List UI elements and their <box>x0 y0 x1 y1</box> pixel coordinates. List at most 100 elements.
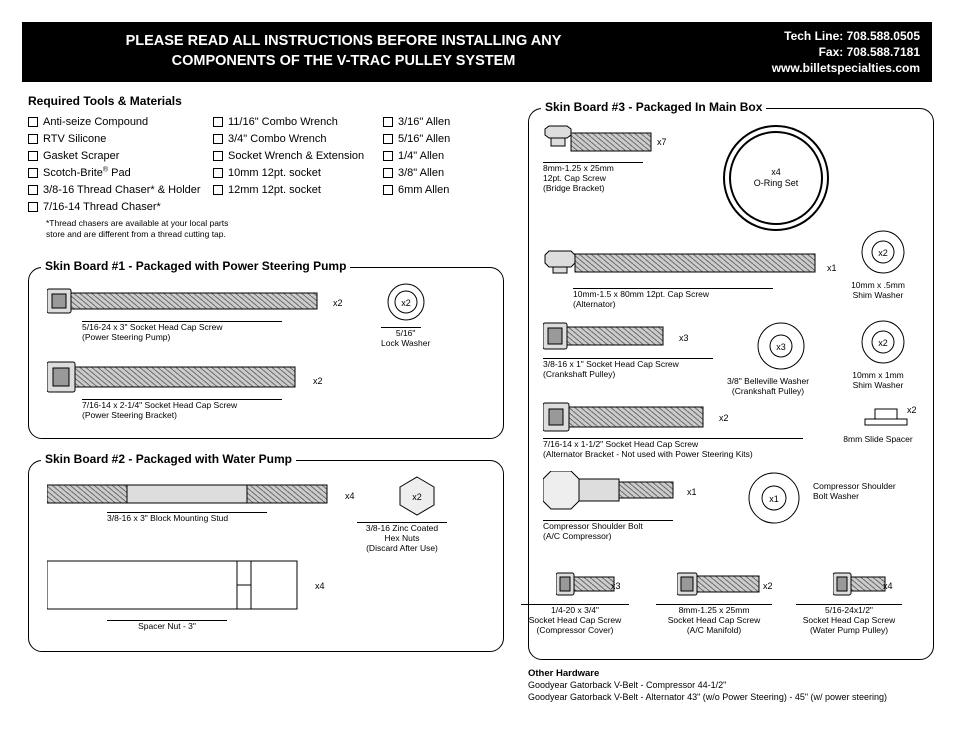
tool-label: 3/16" Allen <box>398 114 450 131</box>
sb3-p5-qty: x1 <box>687 487 697 497</box>
sb3-p3-l2: (Crankshaft Pulley) <box>543 369 615 379</box>
other-hardware: Other Hardware Goodyear Gatorback V-Belt… <box>528 668 887 704</box>
tools-col-1: Anti-seize Compound RTV Silicone Gasket … <box>28 114 213 240</box>
sb2-stud-qty: x4 <box>345 491 355 501</box>
sb3-shim1-l1: 10mm x .5mm <box>851 280 905 290</box>
sb2-stud-label: 3/8-16 x 3" Block Mounting Stud <box>107 513 337 523</box>
tool-item: 10mm 12pt. socket <box>213 165 383 182</box>
sb3-p1-qty: x7 <box>657 137 667 147</box>
other-line2: Goodyear Gatorback V-Belt - Alternator 4… <box>528 692 887 704</box>
sb3-p1-l3: (Bridge Bracket) <box>543 183 604 193</box>
sb3-p2-l1: 10mm-1.5 x 80mm 12pt. Cap Screw <box>573 289 709 299</box>
sb3-slide: x2 8mm Slide Spacer <box>853 405 918 444</box>
checkbox-icon <box>28 117 38 127</box>
tool-label: 11/16" Combo Wrench <box>228 114 338 131</box>
sb2-nut-l3: (Discard After Use) <box>366 543 438 553</box>
bolt-icon <box>47 286 327 316</box>
tool-label: 3/8" Allen <box>398 165 444 182</box>
sb3-bell-l2: (Crankshaft Pulley) <box>732 386 804 396</box>
sb3-p7-l1: 8mm-1.25 x 25mm <box>679 605 750 615</box>
tool-label: Scotch-Brite® Pad <box>43 165 131 182</box>
checkbox-icon <box>383 151 393 161</box>
washer-icon: x1 <box>747 471 801 525</box>
skinboard-1: Skin Board #1 - Packaged with Power Stee… <box>28 267 504 439</box>
spacer-icon <box>861 405 911 429</box>
checkbox-icon <box>28 185 38 195</box>
sb3-p7-qty: x2 <box>763 581 773 591</box>
sb1-part2-l1: 7/16-14 x 2-1/4" Socket Head Cap Screw <box>82 400 237 410</box>
page: PLEASE READ ALL INSTRUCTIONS BEFORE INST… <box>0 0 954 738</box>
tools-section: Required Tools & Materials Anti-seize Co… <box>28 94 498 240</box>
sb1-washer-qty-svg: x2 <box>401 298 411 308</box>
sb1-part1-l1: 5/16-24 x 3" Socket Head Cap Screw <box>82 322 223 332</box>
tool-item: 1/4" Allen <box>383 148 498 165</box>
fax: 708.588.7181 <box>847 45 920 59</box>
sb3-p7-l2: Socket Head Cap Screw <box>668 615 761 625</box>
header-bar: PLEASE READ ALL INSTRUCTIONS BEFORE INST… <box>22 22 932 82</box>
tools-columns: Anti-seize Compound RTV Silicone Gasket … <box>28 114 498 240</box>
sb3-cswasher-label: Compressor Shoulder Bolt Washer <box>813 481 913 501</box>
sb3-p8-l1: 5/16-24x1/2" <box>825 605 873 615</box>
svg-text:x1: x1 <box>769 494 779 504</box>
sb1-washer: x2 5/16" Lock Washer <box>381 282 430 348</box>
sb3-shim2-l1: 10mm x 1mm <box>852 370 903 380</box>
checkbox-icon <box>213 185 223 195</box>
svg-text:x2: x2 <box>412 492 422 502</box>
sb3-slide-qty: x2 <box>907 405 917 415</box>
sb3-p6-l1: 1/4-20 x 3/4" <box>551 605 599 615</box>
sb2-nut: x2 3/8-16 Zinc Coated Hex Nuts (Discard … <box>381 475 452 554</box>
sb3-p8: 5/16-24x1/2" Socket Head Cap Screw (Wate… <box>819 569 907 636</box>
sb3-p8-l2: Socket Head Cap Screw <box>803 615 896 625</box>
tool-label: 3/4" Combo Wrench <box>228 131 326 148</box>
sb1-part1: 5/16-24 x 3" Socket Head Cap Screw (Powe… <box>47 286 327 342</box>
sb3-cswasher-l1: Compressor Shoulder <box>813 481 896 491</box>
svg-text:O-Ring Set: O-Ring Set <box>754 178 799 188</box>
sb1-washer-l2: Lock Washer <box>381 338 430 348</box>
tool-label: 3/8-16 Thread Chaser* & Holder <box>43 182 201 199</box>
bolt-icon <box>47 360 307 394</box>
checkbox-icon <box>213 117 223 127</box>
sb3-shim1: x2 10mm x .5mm Shim Washer <box>855 229 911 300</box>
checkbox-icon <box>383 117 393 127</box>
checkbox-icon <box>213 134 223 144</box>
sb1-part2-l2: (Power Steering Bracket) <box>82 410 177 420</box>
checkbox-icon <box>213 151 223 161</box>
sb2-title: Skin Board #2 - Packaged with Water Pump <box>41 452 296 466</box>
sb3-p6-l2: Socket Head Cap Screw <box>529 615 622 625</box>
fax-label: Fax: <box>819 45 847 59</box>
tool-label: 1/4" Allen <box>398 148 444 165</box>
tool-item: 7/16-14 Thread Chaser* <box>28 199 213 216</box>
sb2-spacer-qty: x4 <box>315 581 325 591</box>
washer-icon: x2 <box>860 229 906 275</box>
sb1-part2-qty: x2 <box>313 376 323 386</box>
sb3-bell-l1: 3/8" Belleville Washer <box>727 376 809 386</box>
tool-item: 3/8" Allen <box>383 165 498 182</box>
website: www.billetspecialties.com <box>772 61 920 75</box>
washer-icon: x3 <box>756 321 806 371</box>
checkbox-icon <box>28 151 38 161</box>
sb1-part1-qty: x2 <box>333 298 343 308</box>
tool-label: Gasket Scraper <box>43 148 119 165</box>
checkbox-icon <box>28 134 38 144</box>
bolt-icon <box>543 471 683 515</box>
bolt-icon <box>677 569 767 599</box>
sb3-p1-l1: 8mm-1.25 x 25mm <box>543 163 614 173</box>
sb3-p3-qty: x3 <box>679 333 689 343</box>
tool-label: Socket Wrench & Extension <box>228 148 364 165</box>
sb3-p5-l2: (A/C Compressor) <box>543 531 611 541</box>
tool-label: 12mm 12pt. socket <box>228 182 321 199</box>
sb3-shim2: x2 10mm x 1mm Shim Washer <box>855 319 911 390</box>
sb3-p3: 3/8-16 x 1" Socket Head Cap Screw (Crank… <box>543 321 713 379</box>
tool-item: 3/8-16 Thread Chaser* & Holder <box>28 182 213 199</box>
sb3-p7-l3: (A/C Manifold) <box>687 625 741 635</box>
tool-item: 11/16" Combo Wrench <box>213 114 383 131</box>
tool-item: 3/4" Combo Wrench <box>213 131 383 148</box>
tool-item: 3/16" Allen <box>383 114 498 131</box>
tools-col-3: 3/16" Allen 5/16" Allen 1/4" Allen 3/8" … <box>383 114 498 240</box>
sb3-p6-qty: x3 <box>611 581 621 591</box>
sb3-bell: x3 3/8" Belleville Washer (Crankshaft Pu… <box>743 321 818 396</box>
header-title-l1: PLEASE READ ALL INSTRUCTIONS BEFORE INST… <box>126 33 562 49</box>
checkbox-icon <box>383 185 393 195</box>
sb3-p7: 8mm-1.25 x 25mm Socket Head Cap Screw (A… <box>669 569 775 636</box>
sb3-p1-l2: 12pt. Cap Screw <box>543 173 606 183</box>
